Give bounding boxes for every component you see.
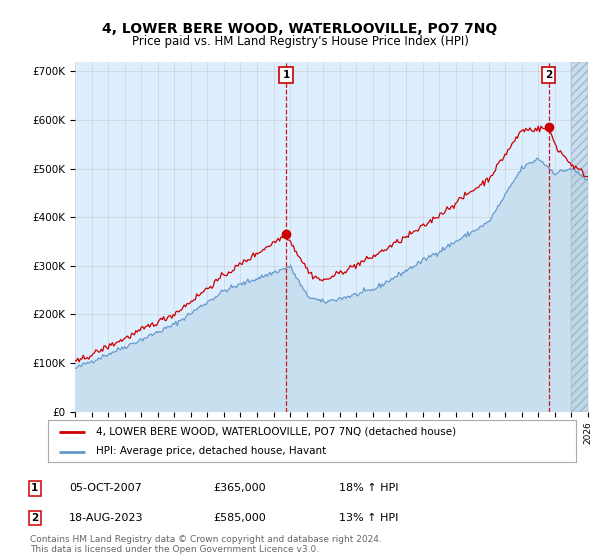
- Text: 4, LOWER BERE WOOD, WATERLOOVILLE, PO7 7NQ (detached house): 4, LOWER BERE WOOD, WATERLOOVILLE, PO7 7…: [95, 427, 455, 437]
- Text: Contains HM Land Registry data © Crown copyright and database right 2024.
This d: Contains HM Land Registry data © Crown c…: [30, 535, 382, 554]
- Text: Price paid vs. HM Land Registry's House Price Index (HPI): Price paid vs. HM Land Registry's House …: [131, 35, 469, 48]
- Text: HPI: Average price, detached house, Havant: HPI: Average price, detached house, Hava…: [95, 446, 326, 456]
- Text: 1: 1: [31, 483, 38, 493]
- Bar: [571, 62, 588, 412]
- Text: 18% ↑ HPI: 18% ↑ HPI: [339, 483, 398, 493]
- Text: 2: 2: [31, 513, 38, 523]
- Text: 2: 2: [545, 71, 552, 80]
- Text: 05-OCT-2007: 05-OCT-2007: [69, 483, 142, 493]
- Bar: [571, 62, 588, 412]
- Text: £585,000: £585,000: [213, 513, 266, 523]
- Text: £365,000: £365,000: [213, 483, 266, 493]
- Text: 1: 1: [283, 71, 290, 80]
- Text: 13% ↑ HPI: 13% ↑ HPI: [339, 513, 398, 523]
- Text: 4, LOWER BERE WOOD, WATERLOOVILLE, PO7 7NQ: 4, LOWER BERE WOOD, WATERLOOVILLE, PO7 7…: [103, 22, 497, 36]
- Text: 18-AUG-2023: 18-AUG-2023: [69, 513, 143, 523]
